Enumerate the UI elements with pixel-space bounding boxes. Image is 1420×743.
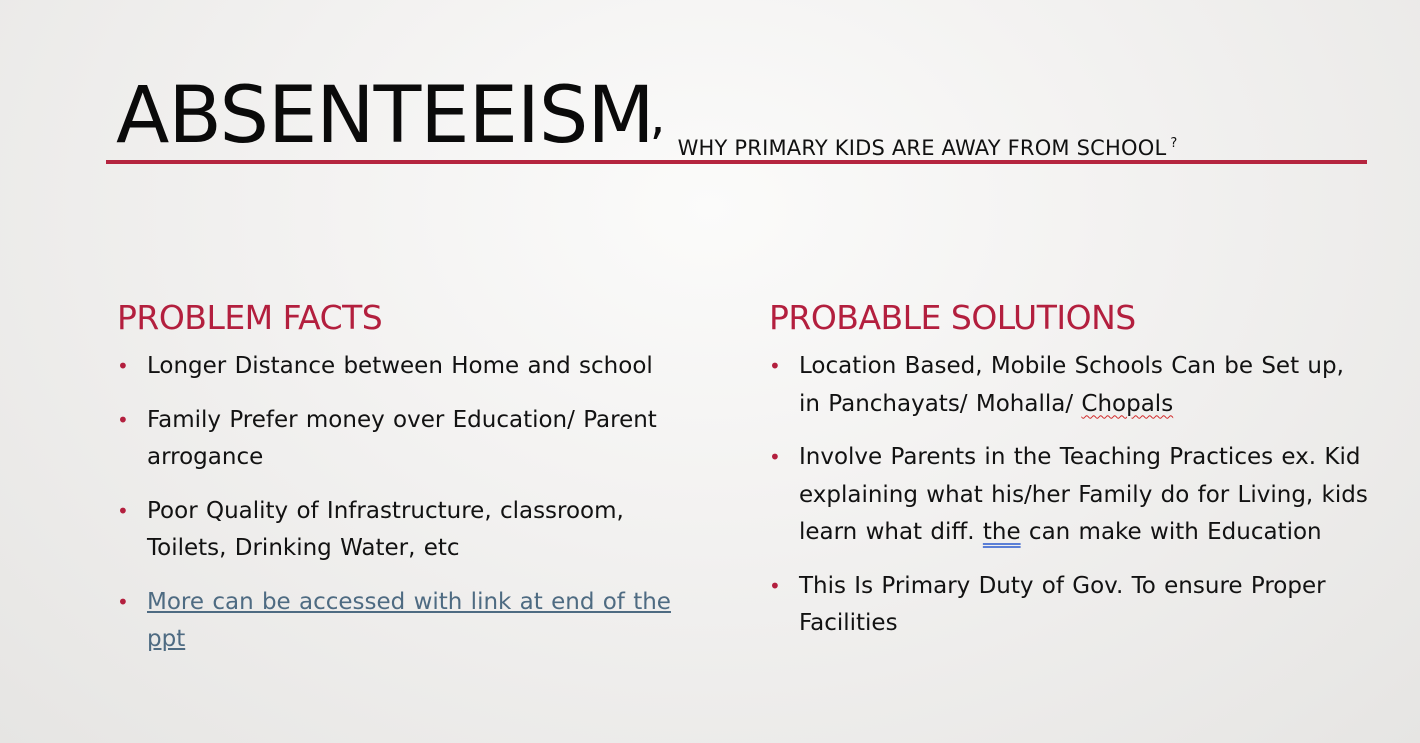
subtitle-school-word: SCHOOL [1076,136,1167,160]
list-item-text: Location Based, Mobile Schools Can be Se… [799,353,1344,417]
list-item-text-suffix: can make with Education [1020,519,1322,545]
list-item-text: This Is Primary Duty of Gov. To ensure P… [799,572,1326,637]
subtitle-text: WHY PRIMARY KIDS ARE AWAY FROM [677,136,1077,160]
bullet-icon: • [117,354,129,378]
list-item: • Involve Parents in the Teaching Practi… [769,439,1369,552]
probable-solutions-list: • Location Based, Mobile Schools Can be … [769,348,1369,643]
bullet-icon: • [117,589,129,614]
bullet-icon: • [769,354,781,378]
list-item-text: Family Prefer money over Education/ Pare… [147,406,657,471]
probable-solutions-column: PROBABLE SOLUTIONS • Location Based, Mob… [769,298,1369,659]
bullet-icon: • [769,445,781,469]
title-text: ABSENTEEISM [116,71,655,161]
list-item-text: Involve Parents in the Teaching Practice… [799,444,1368,545]
spellcheck-word: Chopals [1081,390,1174,417]
list-item-text: Longer Distance between Home and school [147,353,653,379]
list-item-text: Poor Quality of Infrastructure, classroo… [147,497,624,562]
problem-facts-column: PROBLEM FACTS • Longer Distance between … [117,298,677,675]
grammar-check-word: the [982,519,1021,545]
list-item: • More can be accessed with link at end … [117,584,677,659]
list-item: • Poor Quality of Infrastructure, classr… [117,493,677,568]
bullet-icon: • [769,573,781,598]
subtitle: WHY PRIMARY KIDS ARE AWAY FROM SCHOOL? [678,136,1178,162]
problem-facts-heading: PROBLEM FACTS [117,298,383,337]
slide-title: ABSENTEEISM, WHY PRIMARY KIDS ARE AWAY FR… [116,70,1178,162]
title-comma: , [649,87,666,145]
probable-solutions-heading: PROBABLE SOLUTIONS [769,298,1136,337]
bullet-icon: • [117,407,129,432]
subtitle-question-mark: ? [1170,136,1178,151]
list-item: • This Is Primary Duty of Gov. To ensure… [769,568,1369,643]
list-item: • Family Prefer money over Education/ Pa… [117,402,677,477]
title-underline-rule [106,160,1367,164]
bullet-icon: • [117,498,129,523]
problem-facts-list: • Longer Distance between Home and schoo… [117,348,677,659]
list-item: • Location Based, Mobile Schools Can be … [769,348,1369,423]
list-item: • Longer Distance between Home and schoo… [117,348,677,386]
more-info-link[interactable]: More can be accessed with link at end of… [147,588,671,653]
